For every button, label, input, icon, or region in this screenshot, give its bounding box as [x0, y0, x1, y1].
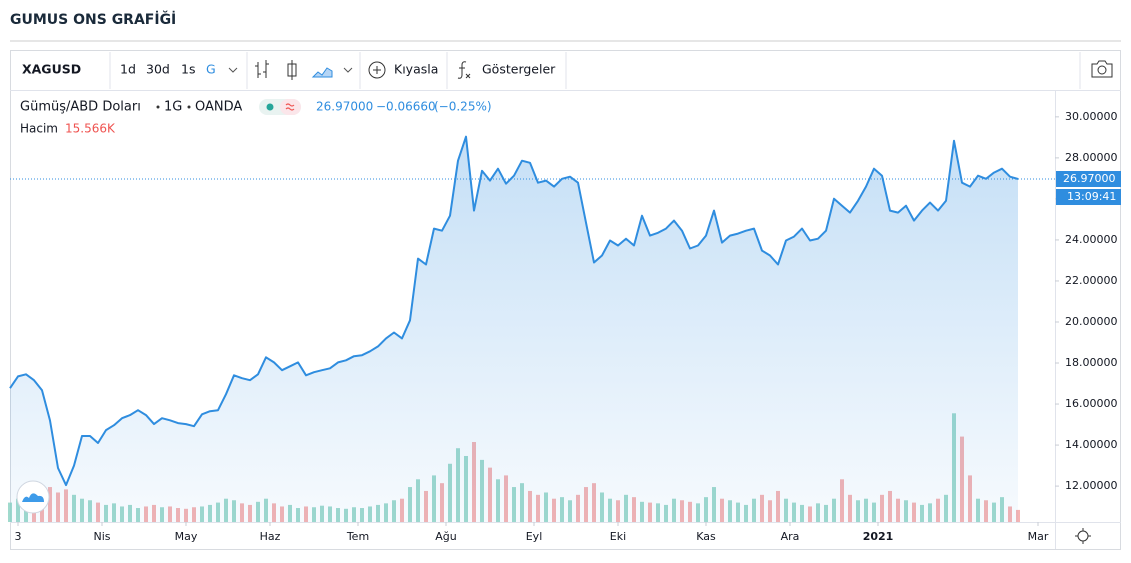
- legend-last: 26.97000: [316, 100, 373, 114]
- legend: Gümüş/ABD Doları 1G OANDA 26.97000 −0.06…: [20, 99, 492, 136]
- toolbar: XAGUSD Kıyasla Göstergeler 1d 30d 1s G: [22, 52, 1113, 89]
- x-tick-label: May: [175, 530, 198, 543]
- x-tick-label: Eyl: [526, 530, 543, 543]
- x-tick-label: Mar: [1028, 530, 1049, 543]
- separator-dot: [187, 105, 191, 109]
- y-tick-label: 18.00000: [1065, 356, 1118, 369]
- x-tick-label: Haz: [260, 530, 281, 543]
- indicators-button[interactable]: Göstergeler: [482, 62, 556, 77]
- last-price-tag: [1056, 171, 1121, 188]
- price-line: [9, 135, 1019, 487]
- x-tick-label: Nis: [93, 530, 110, 543]
- interval-button[interactable]: G: [206, 62, 216, 77]
- x-tick-label: Eki: [610, 530, 626, 543]
- chart-frame: [10, 50, 1121, 550]
- logo-cloud: [22, 493, 44, 502]
- legend-source: OANDA: [195, 100, 242, 115]
- x-tick-label: 3: [15, 530, 22, 543]
- y-tick-label: 28.00000: [1065, 151, 1118, 164]
- interval-button[interactable]: 1s: [181, 62, 195, 77]
- status-pill-right: [280, 99, 301, 115]
- legend-change-pct: (−0.25%): [434, 100, 492, 114]
- plus-icon[interactable]: [368, 61, 386, 79]
- y-tick-label: 16.00000: [1065, 397, 1118, 410]
- area-icon[interactable]: [311, 67, 333, 78]
- interval-button[interactable]: 1d: [120, 62, 136, 77]
- bar-icon[interactable]: [255, 60, 269, 78]
- page-title: GUMUS ONS GRAFİĞİ: [10, 10, 176, 28]
- last-price-label: 26.97000: [1063, 172, 1116, 185]
- chevron[interactable]: [343, 67, 353, 73]
- price-area: [10, 136, 1018, 522]
- compare-button[interactable]: Kıyasla: [394, 62, 438, 77]
- x-tick-label: 2021: [863, 530, 894, 543]
- y-tick-label: 22.00000: [1065, 274, 1118, 287]
- countdown-tag: [1056, 189, 1121, 206]
- fx-icon[interactable]: [457, 61, 471, 79]
- plus-icon-cross: [373, 66, 381, 74]
- status-wave: [285, 103, 295, 111]
- legend-change: −0.06660: [376, 100, 436, 114]
- x-tick-label: Kas: [696, 530, 716, 543]
- candle-icon[interactable]: [287, 60, 297, 80]
- y-tick-label: 12.00000: [1065, 479, 1118, 492]
- status-dot: [266, 103, 274, 111]
- y-tick-label: 24.00000: [1065, 233, 1118, 246]
- volume-legend-value: 15.566K: [65, 122, 116, 136]
- volume-legend: Hacim: [20, 122, 58, 136]
- symbol[interactable]: XAGUSD: [22, 62, 81, 77]
- separator-dot: [156, 105, 160, 109]
- plot: [8, 135, 1055, 522]
- x-tick-label: Ağu: [435, 530, 456, 543]
- settings-icon[interactable]: [1075, 528, 1091, 544]
- camera-lens: [1097, 65, 1107, 75]
- camera-icon[interactable]: [1091, 60, 1113, 78]
- y-tick-label: 20.00000: [1065, 315, 1118, 328]
- countdown-label: 13:09:41: [1067, 190, 1116, 203]
- legend-interval: 1G: [164, 100, 182, 115]
- x-tick-label: Tem: [346, 530, 369, 543]
- y-tick-label: 14.00000: [1065, 438, 1118, 451]
- chevron[interactable]: [228, 67, 238, 73]
- interval-button[interactable]: 30d: [146, 62, 170, 77]
- legend-symbol: Gümüş/ABD Doları: [20, 100, 141, 115]
- x-tick-label: Ara: [781, 530, 800, 543]
- y-tick-label: 30.00000: [1065, 110, 1118, 123]
